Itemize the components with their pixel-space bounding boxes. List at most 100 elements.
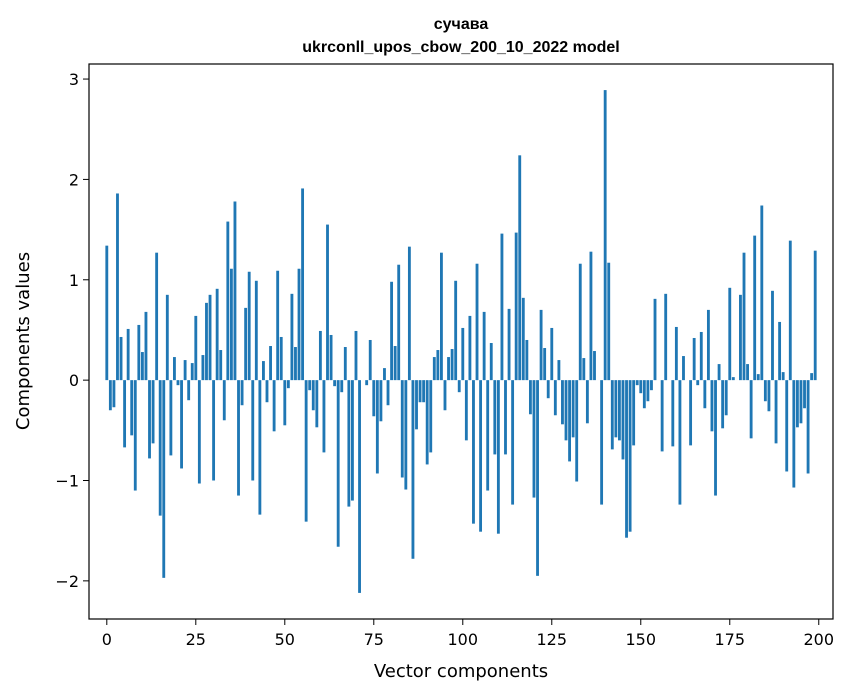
chart-title: сучава [434,16,489,33]
bar [144,311,148,381]
bar [489,343,493,381]
bar [589,251,593,381]
bar [233,201,237,381]
bar [240,380,244,406]
bar [418,380,422,403]
bar [375,380,379,474]
bar [482,311,486,381]
bar [788,240,792,381]
bar [137,324,141,381]
bar [575,380,579,482]
bar [272,380,276,432]
bar [283,380,287,426]
x-tick-label: 100 [448,630,479,649]
bar [297,268,301,381]
bar [372,380,376,417]
bar [454,280,458,381]
bar [222,380,226,421]
bar [724,380,728,416]
bar [553,380,557,416]
bar [411,380,415,559]
bar [229,268,233,381]
y-tick-label: 3 [69,70,79,89]
bar [625,380,628,538]
bar [212,380,216,481]
bar [653,298,657,381]
bar [803,380,806,409]
bar [767,380,771,412]
bar [550,327,554,381]
bar [496,380,500,534]
bar [443,380,447,411]
y-tick-label: −2 [55,572,79,591]
y-axis-label: Components values [13,252,34,430]
bar [258,380,262,515]
bar [714,380,717,496]
bar [699,331,703,381]
bar [244,307,248,381]
bar [123,380,127,448]
bar [706,309,710,381]
bar [354,330,358,381]
bar [781,372,785,381]
bar [475,263,479,381]
bar [322,380,326,453]
bar [539,309,543,381]
bar [165,294,169,381]
bar [760,205,764,381]
bar [447,357,450,381]
bar [763,380,767,402]
bar [133,380,137,491]
bar [532,380,536,498]
y-tick-label: −1 [55,472,79,491]
bar [472,380,475,524]
bar [810,373,814,381]
chart-subtitle: ukrconll_upos_cbow_200_10_2022 model [302,39,619,56]
bar [326,224,329,381]
bar [432,357,436,381]
bar [108,380,112,411]
x-axis-ticks: 0 25 50 75 100 125 150 175 200 [102,619,834,649]
bar [379,380,383,422]
bar [254,280,258,381]
bar [251,380,255,481]
bar [543,348,547,381]
bar [404,380,408,490]
bar [578,263,582,381]
bar [546,380,550,399]
bar [521,297,525,381]
bar [617,380,621,441]
bar [511,380,515,505]
bar [219,350,223,381]
bar [628,380,632,532]
bar [343,347,347,381]
bar [671,380,675,447]
bar [504,380,507,455]
bar [486,380,490,491]
bar [279,336,283,381]
bar [301,188,305,381]
bar [162,380,166,578]
bar [785,380,789,472]
bar [397,264,401,381]
bar [507,308,511,381]
bar [176,380,180,386]
bar [753,235,757,381]
bar [226,221,230,381]
bar [696,380,700,386]
x-tick-label: 200 [803,630,834,649]
bar [329,334,333,381]
bar [635,380,639,386]
bar [682,356,685,381]
bar [742,252,746,381]
bar [400,380,404,478]
bar [194,315,198,381]
bar [632,380,636,446]
bar [642,380,646,409]
bar [304,380,308,522]
bar [660,380,664,452]
bar [247,271,251,381]
x-tick-label: 75 [364,630,384,649]
bar [582,358,586,381]
